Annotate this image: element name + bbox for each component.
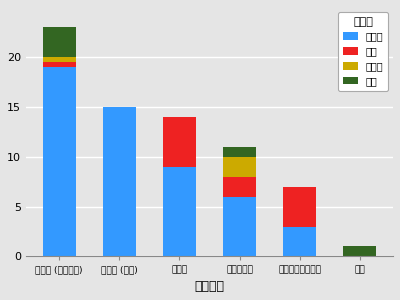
Legend: 日本語, 英語, その他, 不明: 日本語, 英語, その他, 不明 xyxy=(338,12,388,91)
Bar xyxy=(43,62,76,67)
Bar xyxy=(223,147,256,157)
Bar xyxy=(343,247,376,256)
Bar xyxy=(223,157,256,177)
Bar xyxy=(283,226,316,256)
Bar xyxy=(223,196,256,256)
Bar xyxy=(43,67,76,256)
Bar xyxy=(283,187,316,226)
Bar xyxy=(163,117,196,166)
Bar xyxy=(223,177,256,196)
Bar xyxy=(103,107,136,256)
X-axis label: 文化分類: 文化分類 xyxy=(194,280,224,293)
Bar xyxy=(163,167,196,256)
Bar xyxy=(43,57,76,62)
Bar xyxy=(43,27,76,57)
